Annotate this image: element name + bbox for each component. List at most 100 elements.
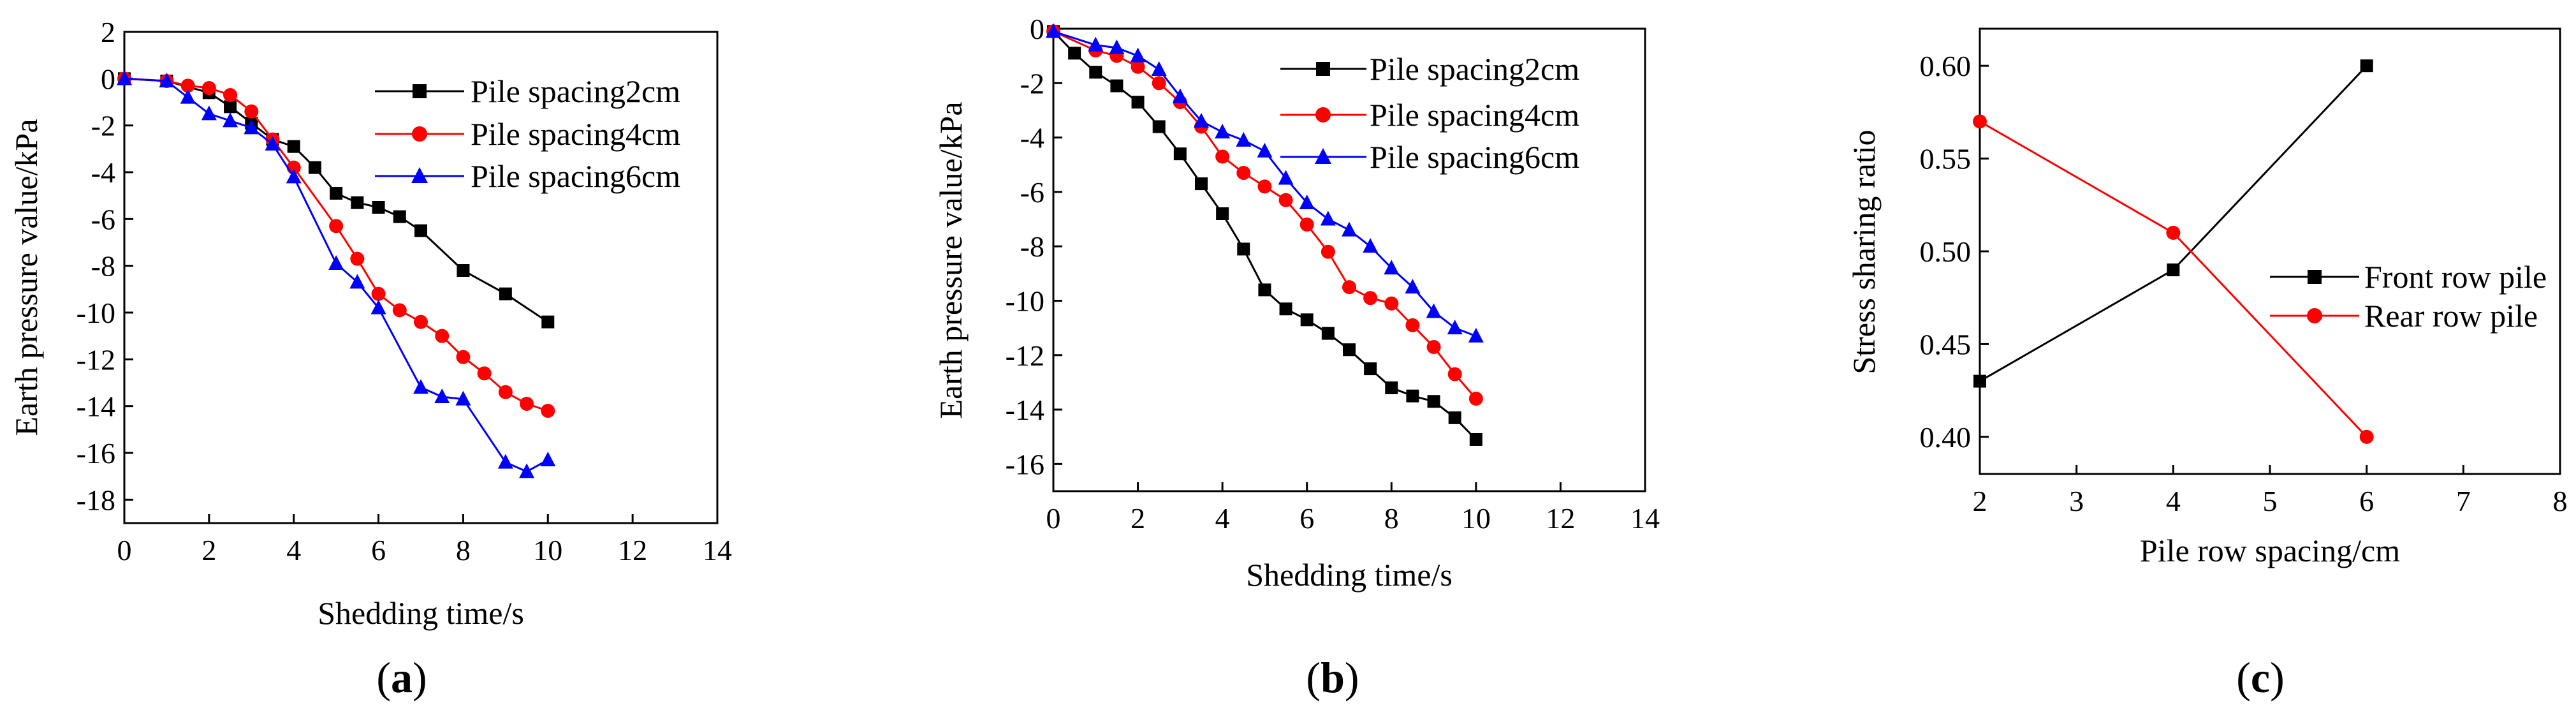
panel-label-b: (b) <box>1306 653 1359 702</box>
x-tick-label-b-3: 6 <box>1299 502 1314 535</box>
series-line-a-0 <box>124 77 549 323</box>
legend-label-c-0: Front row pile <box>2364 259 2547 295</box>
x-tick-label-c-2: 4 <box>2166 485 2181 517</box>
panel-label-a: (a) <box>376 653 427 702</box>
data-point-b-2-0 <box>1046 23 1061 38</box>
data-point-a-0-3 <box>224 100 237 114</box>
legend-b: Pile spacing2cm Pile spacing4cm Pile spa… <box>1280 51 1579 175</box>
data-point-b-2-1 <box>1088 36 1104 52</box>
legend-label-a-0: Pile spacing2cm <box>471 73 680 109</box>
data-point-b-0-1 <box>1068 47 1081 60</box>
data-point-b-0-20 <box>1469 432 1482 446</box>
data-point-a-2-3 <box>201 105 217 121</box>
data-point-b-1-4 <box>1152 76 1166 91</box>
data-point-b-2-19 <box>1468 327 1484 343</box>
data-point-b-2-12 <box>1320 211 1336 226</box>
data-point-b-1-14 <box>1363 291 1378 306</box>
x-tick-label-b-2: 4 <box>1215 502 1230 535</box>
data-point-b-2-18 <box>1447 320 1463 335</box>
legend-item-b-2: Pile spacing6cm <box>1280 139 1579 175</box>
data-point-a-0-10 <box>372 201 385 214</box>
data-point-b-2-3 <box>1130 47 1146 63</box>
data-point-c-1-0 <box>1973 114 1987 129</box>
data-point-b-0-15 <box>1364 362 1377 376</box>
data-point-b-2-17 <box>1426 303 1442 318</box>
legend-marker-c-1 <box>2307 308 2322 323</box>
data-point-b-2-8 <box>1236 131 1252 147</box>
x-tick-label-c-5: 7 <box>2456 485 2471 517</box>
legend-marker-a-0 <box>413 84 427 98</box>
x-tick-label-b-0: 0 <box>1046 502 1061 535</box>
data-point-a-0-9 <box>351 196 364 209</box>
x-tick-label-a-3: 6 <box>371 534 386 566</box>
legend-label-c-1: Rear row pile <box>2364 298 2538 334</box>
data-point-b-1-3 <box>1131 59 1145 74</box>
data-point-a-1-8 <box>329 219 344 233</box>
data-point-a-0-15 <box>541 315 555 329</box>
data-point-b-1-15 <box>1384 296 1399 311</box>
y-tick-label-b-0: 0 <box>1030 13 1044 45</box>
data-point-a-2-0 <box>117 70 132 85</box>
plot-frame-a <box>123 31 719 524</box>
data-point-b-1-7 <box>1215 149 1230 164</box>
x-tick-label-a-4: 8 <box>456 534 471 566</box>
plot-frame-b <box>1052 27 1646 492</box>
x-axis-label-b: Shedding time/s <box>1246 557 1453 593</box>
x-tick-label-a-6: 12 <box>618 534 647 566</box>
y-tick-label-b-7: -14 <box>1006 394 1044 426</box>
series-line-c-0 <box>1979 65 2367 382</box>
legend-label-b-0: Pile spacing2cm <box>1370 51 1579 87</box>
y-ticks-c: 0.40 0.45 0.50 0.55 0.60 <box>1920 50 1989 454</box>
y-tick-label-b-6: -12 <box>1006 339 1044 372</box>
data-point-b-2-15 <box>1384 260 1400 275</box>
legend-marker-a-1 <box>412 126 427 142</box>
data-point-a-1-15 <box>477 366 492 381</box>
data-point-b-2-2 <box>1109 39 1125 54</box>
y-tick-label-a-6: -10 <box>77 297 115 329</box>
y-tick-label-b-2: -4 <box>1020 122 1044 154</box>
legend-a: Pile spacing2cm Pile spacing4cm Pile spa… <box>375 73 680 194</box>
data-point-a-1-2 <box>180 78 195 93</box>
data-point-b-0-13 <box>1321 327 1335 340</box>
data-point-b-0-6 <box>1173 147 1187 161</box>
legend-label-b-2: Pile spacing6cm <box>1370 139 1579 175</box>
data-point-b-2-11 <box>1299 194 1315 209</box>
data-point-a-2-10 <box>370 299 386 314</box>
data-point-b-1-10 <box>1278 193 1293 207</box>
chart-panel-b: 0 2 4 6 8 10 12 14 0 -2 -4 -6 -8 -10 -12 -14 -16 Sheddi… <box>933 13 1660 702</box>
legend-item-a-0: Pile spacing2cm <box>375 73 680 109</box>
data-point-b-1-19 <box>1468 392 1483 406</box>
data-point-b-0-14 <box>1343 343 1356 357</box>
data-point-a-0-14 <box>499 287 512 300</box>
legend-marker-b-0 <box>1316 62 1330 76</box>
data-point-a-1-11 <box>392 303 407 318</box>
data-point-a-1-18 <box>541 404 555 418</box>
data-point-b-2-13 <box>1342 221 1357 237</box>
data-point-a-1-5 <box>244 104 259 119</box>
data-point-b-1-11 <box>1299 218 1314 232</box>
x-ticks-b: 0 2 4 6 8 10 12 14 <box>1046 482 1660 535</box>
x-tick-label-c-6: 8 <box>2553 485 2568 517</box>
y-tick-label-a-3: -4 <box>91 156 115 189</box>
legend-label-b-1: Pile spacing4cm <box>1370 97 1579 133</box>
data-point-a-0-6 <box>287 140 300 153</box>
legend-item-b-1: Pile spacing4cm <box>1280 97 1579 133</box>
data-point-c-0-2 <box>2360 59 2373 73</box>
data-point-b-2-4 <box>1151 61 1167 76</box>
data-point-b-0-9 <box>1237 242 1250 256</box>
y-tick-label-b-8: -16 <box>1006 448 1044 480</box>
data-point-a-2-15 <box>519 463 535 478</box>
data-point-a-2-6 <box>265 136 281 151</box>
y-tick-label-c-0: 0.40 <box>1920 421 1972 454</box>
x-tick-label-a-7: 14 <box>703 534 732 566</box>
data-point-a-0-12 <box>414 224 427 237</box>
legend-item-a-1: Pile spacing4cm <box>375 116 680 152</box>
data-point-a-2-9 <box>349 274 365 289</box>
series-layer-b <box>1046 23 1484 446</box>
data-point-b-1-13 <box>1342 280 1356 295</box>
data-point-c-1-1 <box>2166 225 2181 240</box>
legend-c: Front row pile Rear row pile <box>2270 259 2547 334</box>
x-tick-label-a-5: 10 <box>533 534 562 566</box>
data-point-c-0-1 <box>2167 263 2180 277</box>
